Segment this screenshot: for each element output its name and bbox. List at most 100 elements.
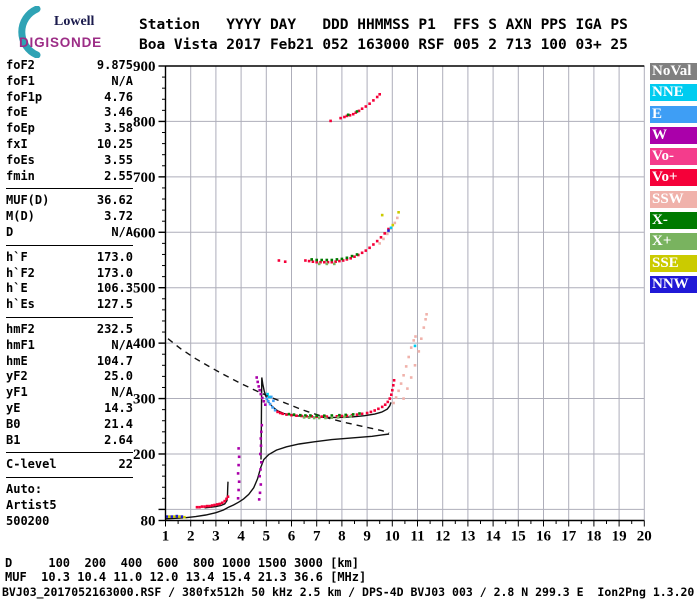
grid-lines xyxy=(165,66,645,521)
parameter-label: MUF(D) xyxy=(6,193,50,208)
parameter-label: C-level xyxy=(6,457,57,472)
parameter-value: 2.55 xyxy=(104,168,133,183)
y-tick-label: 500 xyxy=(133,281,156,297)
f-x-salmon-branch-2 xyxy=(402,313,428,400)
x-tick-label: 13 xyxy=(460,529,475,545)
x-tick-label: 12 xyxy=(435,529,450,545)
header-columns-line: Station YYYY DAY DDD HHMMSS P1 FFS S AXN… xyxy=(139,17,628,33)
parameter-value: 127.5 xyxy=(96,297,133,312)
w-scatter-1 xyxy=(236,447,241,500)
third-hop-green xyxy=(346,110,359,117)
parameter-row-hmf2: hmF2 232.5 xyxy=(6,322,133,338)
parameter-row-fmin: fmin 2.55 xyxy=(6,169,133,185)
parameter-value: N/A xyxy=(111,73,133,88)
x-tick-label: 6 xyxy=(288,529,296,545)
legend-item-w: W xyxy=(650,126,697,144)
f-leading-edge-w xyxy=(255,376,267,406)
auto-scaling-note: 500200 xyxy=(6,513,50,528)
second-hop-outliers-sse xyxy=(380,211,400,227)
parameter-label: foEp xyxy=(6,121,35,136)
color-legend: NoVal NNE E W Vo- Vo+ SSW X- X+ SSE NNW xyxy=(650,63,697,297)
x-tick-label: 3 xyxy=(212,529,220,545)
x-tick-label: 9 xyxy=(363,529,371,545)
y-tick-label: 80 xyxy=(141,514,156,530)
x-tick-label: 19 xyxy=(612,529,627,545)
second-hop-light-green xyxy=(317,262,336,266)
bottom-echoes-sse xyxy=(168,515,186,519)
lowell-digisonde-logo: Lowell DIGISONDE xyxy=(6,5,146,59)
y-tick-label: 400 xyxy=(133,336,156,352)
third-hop-red xyxy=(329,93,381,123)
second-hop-outliers-nnw xyxy=(387,229,390,232)
section-divider xyxy=(6,477,133,479)
bottomside-profile xyxy=(165,433,390,520)
parameter-row-fof1: foF1 N/A xyxy=(6,74,133,90)
parameter-row-hf: h`F 173.0 xyxy=(6,250,133,266)
parameter-row-md: M(D) 3.72 xyxy=(6,209,133,225)
parameter-value: 2.64 xyxy=(104,432,133,447)
parameter-row-clevel: C-level 22 xyxy=(6,457,133,473)
parameter-row-hes: h`Es 127.5 xyxy=(6,297,133,313)
x-tick-label: 17 xyxy=(561,529,577,545)
parameter-row-b1: B1 2.64 xyxy=(6,433,133,449)
parameter-value: 173.0 xyxy=(96,265,133,280)
es-trace-red xyxy=(195,495,230,509)
parameter-value: 3.58 xyxy=(104,121,133,136)
parameter-value: N/A xyxy=(111,337,133,352)
parameter-label: B1 xyxy=(6,432,21,447)
parameter-row-ye: yE 14.3 xyxy=(6,401,133,417)
parameter-row-fxi: fxI 10.25 xyxy=(6,137,133,153)
parameter-label: h`Es xyxy=(6,297,35,312)
logo-arc-icon: Lowell DIGISONDE xyxy=(18,5,101,59)
legend-item-vo: Vo+ xyxy=(650,169,697,187)
f-shoulder-cyan xyxy=(266,392,271,399)
parameter-row-d: D N/A xyxy=(6,225,133,241)
distance-row: D 100 200 400 600 800 1000 1500 3000 [km… xyxy=(5,556,360,570)
parameter-row-foep: foEp 3.58 xyxy=(6,121,133,137)
parameter-label: M(D) xyxy=(6,209,35,224)
section-divider xyxy=(6,452,133,454)
legend-item-ssw: SSW xyxy=(650,190,697,208)
legend-item-sse: SSE xyxy=(650,254,697,272)
parameter-label: yE xyxy=(6,400,21,415)
section-divider xyxy=(6,188,133,190)
parameter-value: 36.62 xyxy=(96,193,133,208)
parameter-value: 104.7 xyxy=(96,353,133,368)
y-tick-label: 900 xyxy=(133,59,156,75)
parameter-value: 106.3 xyxy=(96,281,133,296)
f-x-cyan-dot xyxy=(413,344,417,348)
f-x-salmon-branch-1 xyxy=(392,335,417,405)
f-x-dark-green xyxy=(287,412,361,417)
parameter-label: foEs xyxy=(6,152,35,167)
legend-item-x: X+ xyxy=(650,233,697,251)
y-tick-label: 800 xyxy=(133,114,156,130)
auto-scaling-note: Artist5 xyxy=(6,497,57,512)
parameter-value: 10.25 xyxy=(96,136,133,151)
parameter-row-fof2: foF2 9.875 xyxy=(6,58,133,74)
parameter-row-he: h`E 106.3 xyxy=(6,281,133,297)
section-divider xyxy=(6,244,133,246)
parameter-row-hf2: h`F2 173.0 xyxy=(6,266,133,282)
y-tick-label: 200 xyxy=(133,447,156,463)
parameter-row-fof1p: foF1p 4.76 xyxy=(6,90,133,106)
parameter-value: N/A xyxy=(111,385,133,400)
logo-text-lowell: Lowell xyxy=(54,14,95,29)
parameter-value: 21.4 xyxy=(104,416,133,431)
parameter-row-foe: foE 3.46 xyxy=(6,105,133,121)
parameter-label: yF1 xyxy=(6,385,28,400)
parameter-label: D xyxy=(6,224,14,239)
parameter-row-mufd: MUF(D) 36.62 xyxy=(6,193,133,209)
parameter-value: 3.55 xyxy=(104,152,133,167)
legend-item-x: X- xyxy=(650,212,697,230)
parameter-label: fxI xyxy=(6,136,28,151)
x-tick-label: 5 xyxy=(263,529,271,545)
x-tick-label: 20 xyxy=(637,529,652,545)
parameter-value: 4.76 xyxy=(104,89,133,104)
x-tick-label: 16 xyxy=(536,529,552,545)
x-tick-label: 10 xyxy=(385,529,400,545)
f-shoulder-blue xyxy=(265,395,277,412)
parameter-label: h`F xyxy=(6,249,28,264)
parameter-label: foE xyxy=(6,105,28,120)
x-tick-label: 1 xyxy=(162,529,170,545)
